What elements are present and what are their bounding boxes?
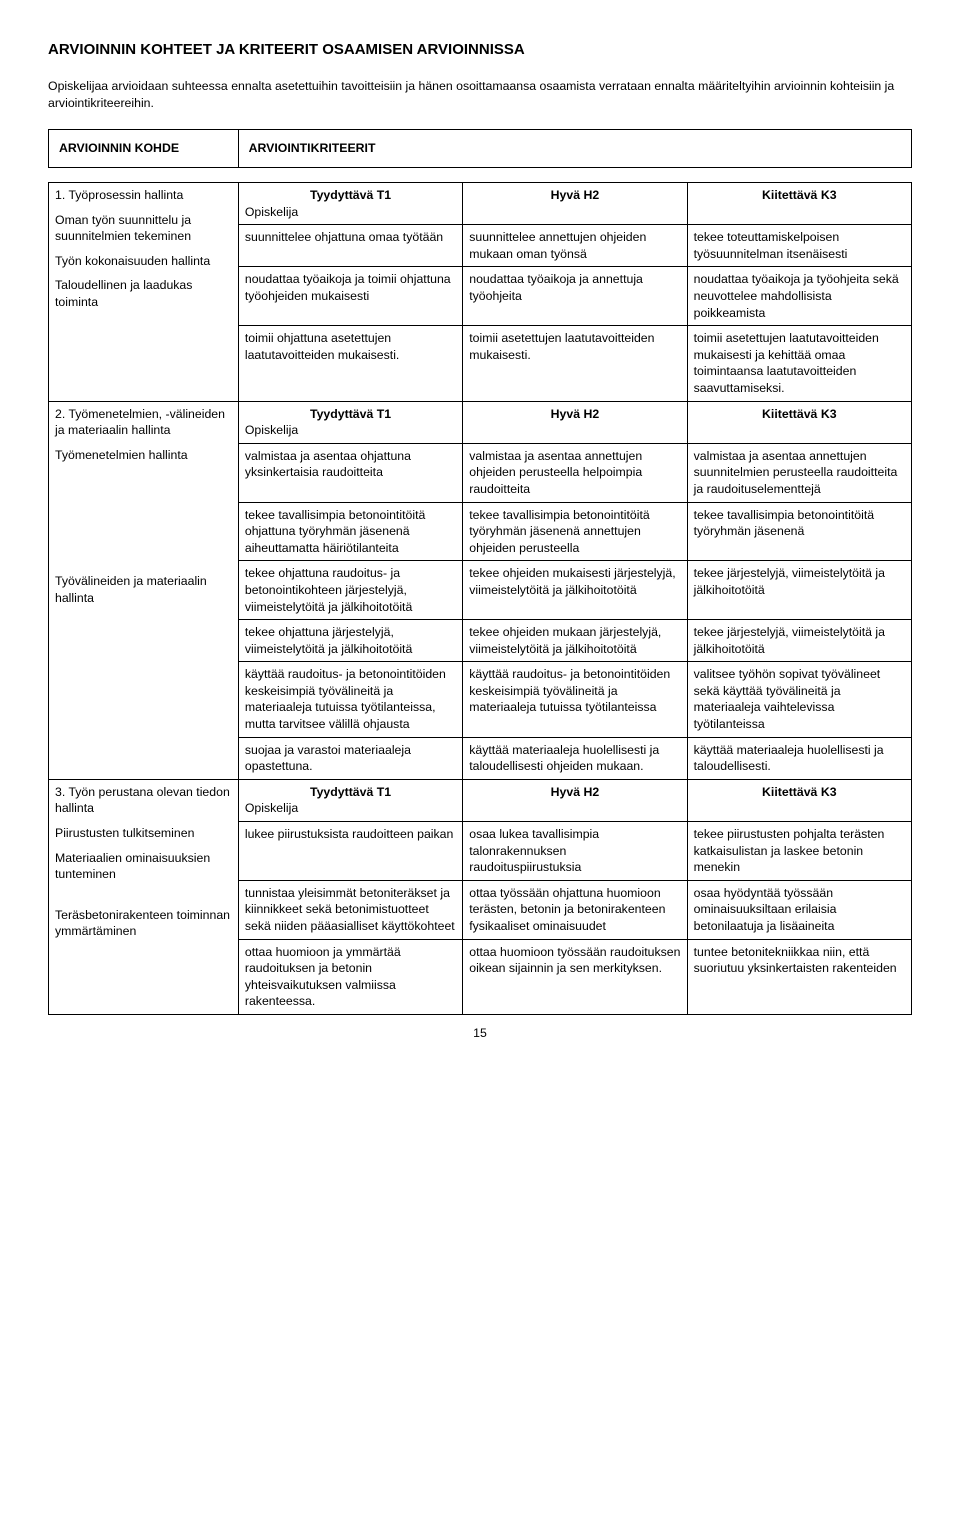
crit-cell: tekee ohjeiden mukaisesti järjestelyjä, … [463, 561, 687, 620]
intro-text: Opiskelijaa arvioidaan suhteessa ennalta… [48, 78, 912, 111]
crit-cell: noudattaa työaikoja ja työohjeita sekä n… [687, 267, 911, 326]
level-header-k3: Kiitettävä K3 [687, 401, 911, 443]
crit-cell: käyttää raudoitus- ja betonointitöiden k… [463, 662, 687, 737]
kohde-header-box: ARVIOINNIN KOHDE ARVIOINTIKRITEERIT [48, 129, 912, 168]
section-subtopic: Työvälineiden ja materiaalin hallinta [55, 573, 232, 606]
level-label: Tyydyttävä T1 [245, 187, 456, 204]
crit-cell: lukee piirustuksista raudoitteen paikan [238, 822, 462, 881]
crit-cell: toimii asetettujen laatutavoitteiden muk… [463, 326, 687, 401]
section-subtopic: Materiaalien ominaisuuksien tunteminen [55, 850, 232, 883]
kriteerit-label: ARVIOINTIKRITEERIT [239, 130, 911, 167]
level-header-t1: Tyydyttävä T1 Opiskelija [238, 401, 462, 443]
table-row: 3. Työn perustana olevan tiedon hallinta… [49, 779, 912, 821]
crit-cell: valmistaa ja asentaa ohjattuna yksinkert… [238, 443, 462, 502]
crit-cell: tunnistaa yleisimmät betoniteräkset ja k… [238, 880, 462, 939]
crit-cell: tekee järjestelyjä, viimeistelytöitä ja … [687, 620, 911, 662]
section-subtopic: Teräsbetonirakenteen toiminnan ymmärtämi… [55, 907, 232, 940]
section-sidebar: 2. Työmenetelmien, -välineiden ja materi… [49, 401, 239, 779]
crit-cell: käyttää raudoitus- ja betonointitöiden k… [238, 662, 462, 737]
opiskelija-label: Opiskelija [245, 422, 456, 439]
level-header-t1: Tyydyttävä T1 Opiskelija [238, 779, 462, 821]
crit-cell: valitsee työhön sopivat työvälineet sekä… [687, 662, 911, 737]
crit-cell: suojaa ja varastoi materiaaleja opastett… [238, 737, 462, 779]
table-row: 1. Työprosessin hallinta Oman työn suunn… [49, 183, 912, 225]
level-header-k3: Kiitettävä K3 [687, 779, 911, 821]
criteria-table: 1. Työprosessin hallinta Oman työn suunn… [48, 182, 912, 1015]
crit-cell: suunnittelee ohjattuna omaa työtään [238, 225, 462, 267]
crit-cell: tekee tavallisimpia betonointitöitä ohja… [238, 502, 462, 561]
crit-cell: toimii ohjattuna asetettujen laatutavoit… [238, 326, 462, 401]
crit-cell: tekee tavallisimpia betonointitöitä työr… [687, 502, 911, 561]
crit-cell: tuntee betonitekniikkaa niin, että suori… [687, 939, 911, 1014]
section-subtopic: Työn kokonaisuuden hallinta [55, 253, 232, 270]
section-sidebar: 1. Työprosessin hallinta Oman työn suunn… [49, 183, 239, 402]
crit-cell: ottaa huomioon ja ymmärtää raudoituksen … [238, 939, 462, 1014]
section-subtopic: Taloudellinen ja laadukas toiminta [55, 277, 232, 310]
section-subtopic: Piirustusten tulkitseminen [55, 825, 232, 842]
crit-cell: ottaa työssään ohjattuna huomioon teräst… [463, 880, 687, 939]
crit-cell: valmistaa ja asentaa annettujen ohjeiden… [463, 443, 687, 502]
level-header-h2: Hyvä H2 [463, 183, 687, 225]
crit-cell: tekee ohjeiden mukaan järjestelyjä, viim… [463, 620, 687, 662]
section-subtopic: Työmenetelmien hallinta [55, 447, 232, 464]
opiskelija-label: Opiskelija [245, 204, 456, 221]
crit-cell: suunnittelee annettujen ohjeiden mukaan … [463, 225, 687, 267]
crit-cell: osaa hyödyntää työssään ominaisuuksiltaa… [687, 880, 911, 939]
page-number: 15 [48, 1025, 912, 1042]
table-row: 2. Työmenetelmien, -välineiden ja materi… [49, 401, 912, 443]
section-sidebar: 3. Työn perustana olevan tiedon hallinta… [49, 779, 239, 1014]
opiskelija-label: Opiskelija [245, 800, 456, 817]
crit-cell: ottaa huomioon työssään raudoituksen oik… [463, 939, 687, 1014]
crit-cell: käyttää materiaaleja huolellisesti ja ta… [463, 737, 687, 779]
page-heading: ARVIOINNIN KOHTEET JA KRITEERIT OSAAMISE… [48, 40, 912, 60]
crit-cell: toimii asetettujen laatutavoitteiden muk… [687, 326, 911, 401]
crit-cell: tekee toteuttamiskelpoisen työsuunnitelm… [687, 225, 911, 267]
level-label: Tyydyttävä T1 [245, 784, 456, 801]
crit-cell: tekee ohjattuna järjestelyjä, viimeistel… [238, 620, 462, 662]
crit-cell: käyttää materiaaleja huolellisesti ja ta… [687, 737, 911, 779]
crit-cell: tekee järjestelyjä, viimeistelytöitä ja … [687, 561, 911, 620]
section-subtopic: Oman työn suunnittelu ja suunnitelmien t… [55, 212, 232, 245]
crit-cell: tekee piirustusten pohjalta terästen kat… [687, 822, 911, 881]
crit-cell: noudattaa työaikoja ja toimii ohjattuna … [238, 267, 462, 326]
level-header-h2: Hyvä H2 [463, 779, 687, 821]
level-header-k3: Kiitettävä K3 [687, 183, 911, 225]
crit-cell: osaa lukea tavallisimpia talonrakennukse… [463, 822, 687, 881]
section-title: 1. Työprosessin hallinta [55, 187, 232, 204]
level-label: Tyydyttävä T1 [245, 406, 456, 423]
crit-cell: valmistaa ja asentaa annettujen suunnite… [687, 443, 911, 502]
section-title: 2. Työmenetelmien, -välineiden ja materi… [55, 406, 232, 439]
crit-cell: tekee tavallisimpia betonointitöitä työr… [463, 502, 687, 561]
level-header-h2: Hyvä H2 [463, 401, 687, 443]
level-header-t1: Tyydyttävä T1 Opiskelija [238, 183, 462, 225]
crit-cell: tekee ohjattuna raudoitus- ja betonointi… [238, 561, 462, 620]
kohde-label: ARVIOINNIN KOHDE [49, 130, 239, 167]
crit-cell: noudattaa työaikoja ja annettuja työohje… [463, 267, 687, 326]
section-title: 3. Työn perustana olevan tiedon hallinta [55, 784, 232, 817]
